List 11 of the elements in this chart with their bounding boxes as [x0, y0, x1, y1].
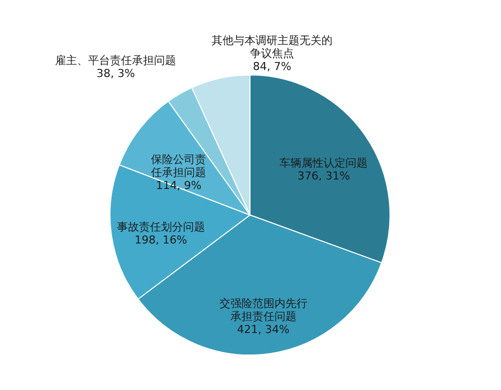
slice-label: 其他与本调研主题无关的争议焦点 — [212, 34, 333, 60]
slice-label: 事故责任划分问题 — [116, 220, 205, 234]
data-label: 421, 34% — [237, 323, 290, 336]
slice-label: 保险公司责任承担问题 — [150, 153, 206, 180]
data-label: 84, 7% — [252, 60, 292, 74]
data-label: 198, 16% — [134, 233, 188, 246]
data-label: 38, 3% — [96, 67, 135, 80]
slice-label: 交强险范围内先行承担责任问题 — [219, 297, 308, 324]
slice-label: 车辆属性认定问题 — [280, 156, 368, 170]
data-label: 376, 31% — [297, 169, 350, 182]
slice-label: 雇主、平台责任承担问题 — [55, 54, 176, 68]
